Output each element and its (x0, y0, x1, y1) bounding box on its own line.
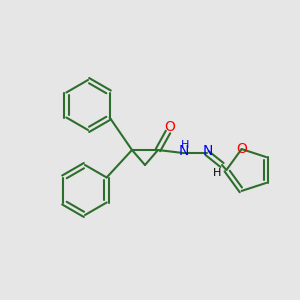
Text: H: H (213, 168, 221, 178)
Text: N: N (203, 144, 213, 158)
Text: O: O (236, 142, 247, 156)
Text: N: N (179, 144, 189, 158)
Text: H: H (181, 140, 189, 150)
Text: O: O (165, 120, 176, 134)
